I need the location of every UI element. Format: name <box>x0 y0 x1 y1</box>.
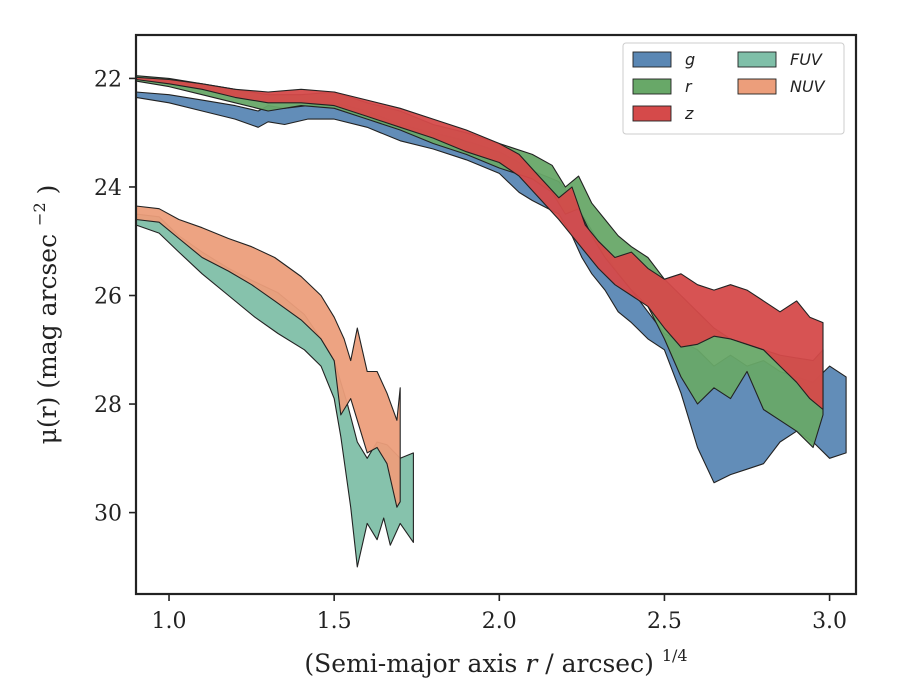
ticks-layer: 1.0 1.5 2.0 2.5 3.0 22 24 26 28 30 <box>94 67 847 634</box>
x-tick-label: 3.0 <box>812 609 847 634</box>
plot-frame <box>134 33 858 596</box>
legend-swatch-fuv <box>737 51 777 68</box>
x-axis-label-part: (Semi-major axis <box>304 649 525 678</box>
legend-swatch-nuv <box>737 78 777 95</box>
x-axis-label-exponent: 1/4 <box>662 646 688 665</box>
y-tick-label: 22 <box>94 67 122 92</box>
x-axis-label-part: / arcsec) <box>537 649 654 678</box>
legend-label-r: r <box>685 77 693 96</box>
x-tick-label: 2.5 <box>647 609 682 634</box>
x-axis-label: (Semi-major axis r / arcsec) 1/4 <box>304 646 687 678</box>
series-layer <box>135 75 847 568</box>
legend-label-z: z <box>684 104 694 123</box>
legend-swatch-g <box>632 51 672 68</box>
y-tick-label: 26 <box>94 285 122 310</box>
series-band-nuv <box>135 205 401 508</box>
legend-label-nuv: NUV <box>790 77 826 96</box>
legend-label-g: g <box>685 50 695 69</box>
x-axis-label-variable: r <box>525 649 539 678</box>
y-tick-label: 24 <box>94 176 122 201</box>
legend: grz FUV NUV <box>622 42 845 135</box>
y-axis-label-exponent: −2 <box>30 202 49 226</box>
x-tick-label: 1.5 <box>317 609 352 634</box>
x-axis-label-text: (Semi-major axis r / arcsec) <box>304 649 653 678</box>
y-tick-label: 28 <box>94 393 122 418</box>
legend-swatch-z <box>632 105 672 122</box>
series-band-z <box>135 76 824 411</box>
x-tick-label: 2.0 <box>482 609 517 634</box>
y-tick-label: 30 <box>94 502 122 527</box>
y-axis-label-close: ) <box>33 185 62 195</box>
y-axis-label-text: μ(r) (mag arcsec <box>33 234 62 444</box>
legend-swatch-r <box>632 78 672 95</box>
x-tick-label: 1.0 <box>152 609 187 634</box>
legend-box <box>622 42 845 135</box>
y-axis-label: μ(r) (mag arcsec −2 ) <box>22 185 62 445</box>
legend-label-fuv: FUV <box>790 50 823 69</box>
